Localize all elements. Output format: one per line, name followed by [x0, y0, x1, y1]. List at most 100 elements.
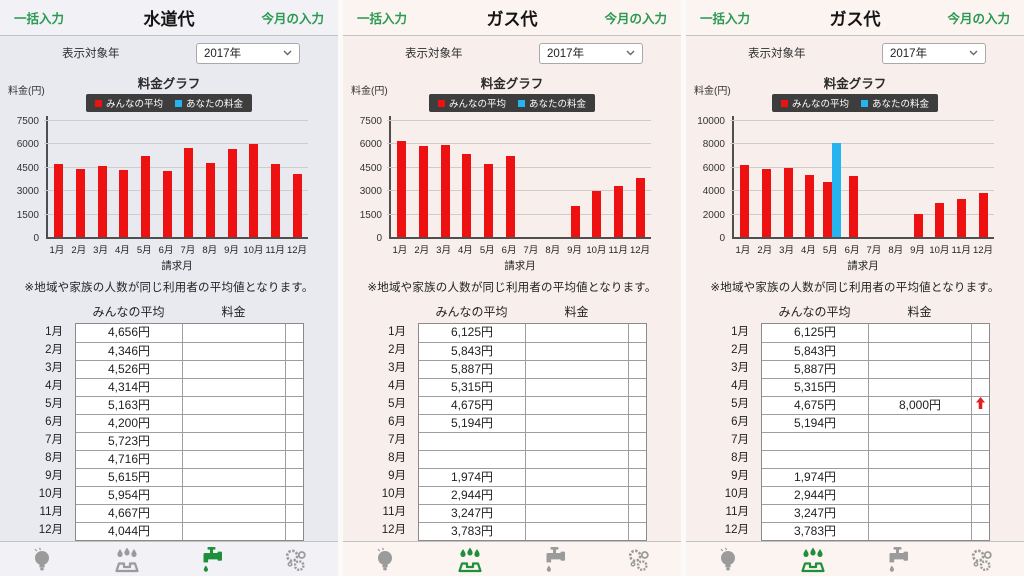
bar-slot	[886, 116, 908, 237]
fee-cell[interactable]: 8,000円	[869, 397, 972, 414]
gridline	[730, 120, 994, 121]
flag-cell	[629, 451, 646, 468]
month-label: 8月	[731, 452, 749, 464]
fee-cell[interactable]	[183, 523, 286, 540]
average-cell: 4,346円	[76, 343, 183, 360]
batch-input-link[interactable]: 一括入力	[357, 12, 408, 26]
this-month-input-link[interactable]: 今月の入力	[947, 12, 1010, 26]
bars	[48, 116, 308, 237]
bar-slot	[734, 116, 756, 237]
fee-cell[interactable]	[526, 433, 629, 450]
chart-legend: みんなの平均 あなたの料金	[85, 94, 253, 112]
fee-cell[interactable]	[869, 379, 972, 396]
bar-average	[592, 191, 602, 237]
table-header: みんなの平均 料金	[343, 303, 681, 320]
fee-cell[interactable]	[526, 415, 629, 432]
flag-cell	[629, 523, 646, 540]
blue-square-swatch	[861, 99, 868, 107]
bar-average	[141, 156, 151, 237]
nav-item-settings[interactable]: 設定	[597, 546, 682, 576]
fee-cell[interactable]	[183, 469, 286, 486]
fee-cell[interactable]	[869, 324, 972, 342]
fee-cell[interactable]	[869, 523, 972, 540]
nav-item-electricity[interactable]: 電気代	[343, 546, 428, 576]
fee-cell[interactable]	[869, 487, 972, 504]
fee-cell[interactable]	[869, 433, 972, 450]
year-dropdown[interactable]: 2017年	[882, 42, 986, 64]
nav-item-water[interactable]: 水道代	[512, 546, 597, 576]
average-cell: 3,783円	[419, 523, 526, 540]
year-dropdown[interactable]: 2017年	[196, 42, 300, 64]
fee-cell[interactable]	[869, 469, 972, 486]
average-cell: 4,656円	[76, 324, 183, 342]
batch-input-link[interactable]: 一括入力	[700, 12, 751, 26]
nav-item-gas[interactable]: ガス代	[85, 546, 170, 576]
fee-cell[interactable]	[183, 379, 286, 396]
nav-item-water[interactable]: 水道代	[855, 546, 940, 576]
fee-cell[interactable]	[183, 343, 286, 360]
bar-slot	[48, 116, 70, 237]
fee-cell[interactable]	[526, 397, 629, 414]
table-row	[419, 432, 646, 450]
table-row: 5,615円	[76, 468, 303, 486]
month-label: 8月	[45, 452, 63, 464]
plot-row: 0 1500 3000 4500 6000 7500	[0, 116, 338, 244]
fee-cell[interactable]	[183, 415, 286, 432]
nav-item-settings[interactable]: 設定	[940, 546, 1024, 576]
average-cell: 5,887円	[762, 361, 869, 378]
bar-average	[805, 174, 815, 237]
month-label: 11月	[39, 506, 63, 518]
fee-cell[interactable]	[869, 451, 972, 468]
panel-title: 水道代	[143, 10, 195, 29]
legend-label: みんなの平均	[448, 99, 506, 110]
this-month-input-link[interactable]: 今月の入力	[604, 12, 667, 26]
fee-cell[interactable]	[183, 505, 286, 522]
average-cell: 6,125円	[762, 324, 869, 342]
y-tick-label: 6000	[702, 162, 725, 174]
nav-item-gas[interactable]: ガス代	[771, 546, 856, 576]
fee-cell[interactable]	[526, 324, 629, 342]
fee-cell[interactable]	[183, 451, 286, 468]
fee-cell[interactable]	[526, 469, 629, 486]
fee-cell[interactable]	[869, 505, 972, 522]
flag-cell	[286, 324, 303, 342]
fee-cell[interactable]	[526, 379, 629, 396]
average-cell: 3,247円	[762, 505, 869, 522]
nav-item-gas[interactable]: ガス代	[428, 546, 513, 576]
red-square-swatch	[94, 99, 102, 107]
batch-input-link[interactable]: 一括入力	[14, 12, 65, 26]
x-tick-label: 11月	[265, 245, 285, 256]
nav-item-settings[interactable]: 設定	[254, 546, 339, 576]
fee-cell[interactable]	[183, 433, 286, 450]
fee-cell[interactable]	[526, 487, 629, 504]
x-tick-label: 6月	[844, 245, 860, 256]
y-tick-label: 7500	[359, 116, 382, 127]
fee-cell[interactable]	[183, 487, 286, 504]
fee-cell[interactable]	[526, 451, 629, 468]
nav-item-electricity[interactable]: 電気代	[686, 546, 771, 576]
fee-cell[interactable]	[526, 361, 629, 378]
nav-item-electricity[interactable]: 電気代	[0, 546, 85, 576]
x-tick-label: 4月	[115, 245, 130, 256]
fee-cell[interactable]	[183, 361, 286, 378]
year-dropdown[interactable]: 2017年	[539, 42, 643, 64]
legend-label: あなたの料金	[529, 99, 587, 110]
nav-item-water[interactable]: 水道代	[169, 546, 254, 576]
this-month-input-link[interactable]: 今月の入力	[261, 12, 324, 26]
fee-cell[interactable]	[526, 343, 629, 360]
x-tick-label: 9月	[910, 245, 925, 256]
fee-cell[interactable]	[869, 343, 972, 360]
gridline	[387, 213, 651, 215]
fee-cell[interactable]	[869, 415, 972, 432]
fee-cell[interactable]	[183, 324, 286, 342]
fee-cell[interactable]	[183, 397, 286, 414]
fee-cell[interactable]	[869, 361, 972, 378]
fee-cell[interactable]	[526, 505, 629, 522]
gridline	[387, 190, 651, 192]
average-note: ※地域や家族の人数が同じ利用者の平均値となります。	[710, 282, 1000, 294]
fee-cell[interactable]	[526, 523, 629, 540]
bar-slot	[543, 116, 565, 237]
blue-square-swatch	[175, 99, 182, 107]
flag-cell	[972, 487, 989, 504]
table-row: 2,944円	[762, 486, 989, 504]
